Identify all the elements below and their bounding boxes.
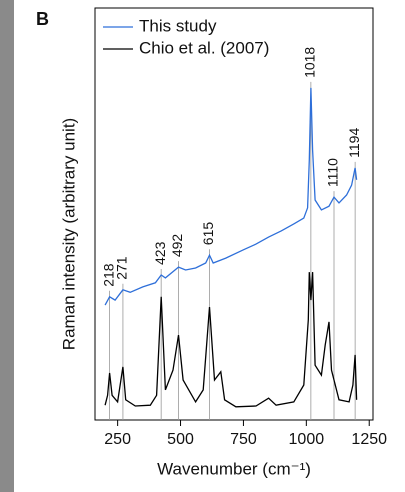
peak-label: 218	[100, 263, 116, 287]
peak-label: 615	[200, 222, 216, 246]
x-tick-label: 1000	[289, 431, 325, 448]
neighbor-image-strip	[0, 0, 14, 492]
legend-label: Chio et al. (2007)	[139, 38, 269, 57]
peak-label: 271	[114, 256, 130, 280]
series-line	[104, 87, 358, 306]
x-axis-label: Wavenumber (cm⁻¹)	[157, 459, 311, 478]
series-line	[104, 272, 358, 408]
plot-frame	[94, 7, 374, 421]
x-tick-label: 750	[230, 431, 257, 448]
x-tick-label: 1250	[351, 431, 387, 448]
peak-label: 492	[169, 234, 185, 258]
x-tick-label: 500	[167, 431, 194, 448]
peak-label: 423	[152, 241, 168, 265]
legend-label: This study	[139, 16, 217, 35]
y-axis-label: Raman intensity (arbitrary unit)	[59, 118, 78, 350]
panel-label: B	[36, 9, 49, 29]
x-tick-label: 250	[104, 431, 131, 448]
peak-label: 1110	[325, 158, 341, 187]
peak-label: 1194	[346, 128, 362, 158]
peak-label: 1018	[302, 47, 318, 78]
